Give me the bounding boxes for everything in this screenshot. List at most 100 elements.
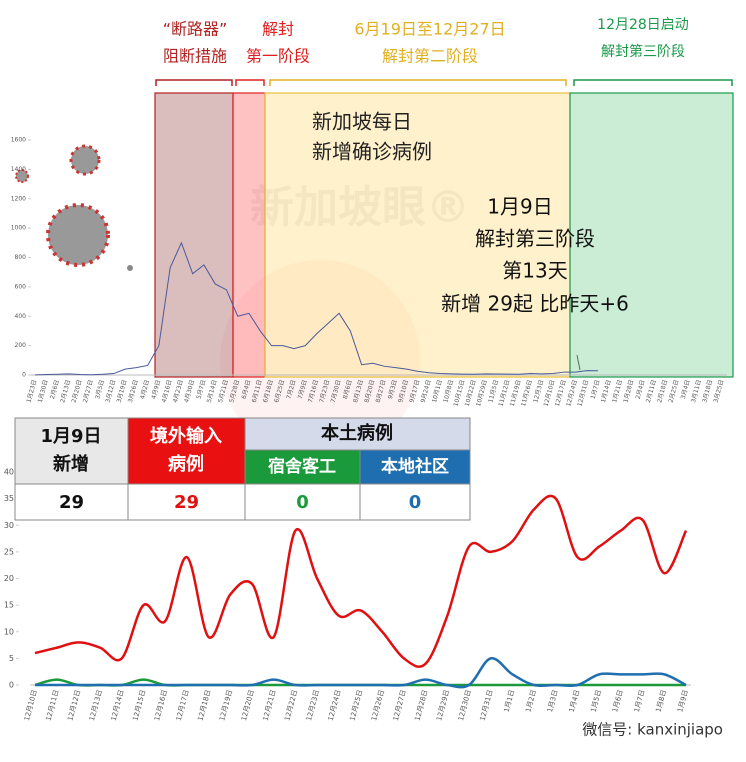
header-cell xyxy=(127,417,246,485)
chart-title: 新增确诊病例 xyxy=(312,140,432,164)
x-tick-label: 7月9日 xyxy=(297,379,309,400)
x-tick-label: 1月1日 xyxy=(503,689,517,713)
x-tick-label: 12月14日 xyxy=(110,689,126,722)
y-tick-label: 400 xyxy=(15,313,27,320)
phase-label: “断路器” xyxy=(163,20,228,39)
y-tick-label: 40 xyxy=(4,468,14,477)
x-tick-label: 12月29日 xyxy=(435,689,451,722)
header-cell xyxy=(359,449,471,485)
x-tick-label: 12月26日 xyxy=(370,689,386,722)
phase-label: 阻断措施 xyxy=(163,47,227,66)
x-tick-label: 12月30日 xyxy=(457,689,473,722)
value-text: 0 xyxy=(296,492,309,513)
x-tick-label: 1月30日 xyxy=(37,379,50,403)
series-line xyxy=(34,494,688,668)
series-line xyxy=(34,241,599,376)
x-tick-label: 4月30日 xyxy=(183,379,196,403)
x-tick-label: 12月17日 xyxy=(175,689,191,722)
x-tick-label: 4月9日 xyxy=(150,379,162,400)
callout-arrow xyxy=(576,354,581,371)
x-tick-label: 1月28日 xyxy=(622,379,635,403)
x-tick-label: 12月28日 xyxy=(413,689,429,722)
callout-text: 第13天 xyxy=(502,259,567,283)
x-tick-label: 4月2日 xyxy=(139,379,151,400)
x-tick-label: 6月4日 xyxy=(241,379,253,400)
x-tick-label: 2月27日 xyxy=(82,379,95,403)
header-text: 新增 xyxy=(53,453,89,475)
x-tick-label: 12月20日 xyxy=(240,689,256,722)
x-tick-label: 12月11日 xyxy=(45,689,61,722)
x-tick-label: 2月6日 xyxy=(49,379,61,400)
phase-box xyxy=(232,92,266,378)
y-tick-label: 35 xyxy=(4,494,14,503)
header-text: 病例 xyxy=(168,453,204,475)
x-tick-label: 12月23日 xyxy=(305,689,321,722)
x-tick-label: 3月26日 xyxy=(127,379,140,403)
phase-label: 解封 xyxy=(262,20,294,39)
header-cell xyxy=(14,417,129,485)
x-tick-label: 12月24日 xyxy=(327,689,343,722)
virus-icons xyxy=(15,144,133,271)
x-tick-label: 3月5日 xyxy=(94,379,106,400)
y-tick-label: 1600 xyxy=(11,137,26,144)
callout-text: 1月9日 xyxy=(487,195,552,219)
y-tick-label: 600 xyxy=(15,283,27,290)
x-tick-label: 12月21日 xyxy=(262,689,278,722)
x-tick-label: 12月15日 xyxy=(131,689,147,722)
x-tick-label: 10月29日 xyxy=(475,379,489,407)
phase-label: 12月28日启动 xyxy=(597,17,689,33)
x-tick-label: 11月26日 xyxy=(520,379,534,407)
x-tick-label: 1月7日 xyxy=(590,379,602,400)
x-tick-label: 12月22日 xyxy=(283,689,299,722)
x-tick-label: 1月5日 xyxy=(589,689,603,713)
x-tick-label: 3月4日 xyxy=(680,379,692,400)
x-tick-label: 8月6日 xyxy=(342,379,354,400)
header-text: 宿舍客工 xyxy=(268,456,336,477)
x-tick-label: 1月4日 xyxy=(568,689,582,713)
x-tick-label: 12月12日 xyxy=(66,689,82,722)
x-tick-label: 12月19日 xyxy=(218,689,234,722)
x-tick-label: 12月31日 xyxy=(576,379,590,407)
x-tick-label: 3月25日 xyxy=(713,379,726,403)
x-tick-label: 12月16日 xyxy=(153,689,169,722)
header-text: 境外输入 xyxy=(150,425,222,447)
x-tick-label: 12月27日 xyxy=(392,689,408,722)
x-tick-label: 5月7日 xyxy=(195,379,207,400)
x-tick-label: 1月7日 xyxy=(633,689,647,713)
y-tick-label: 0 xyxy=(9,681,14,690)
y-tick-label: 15 xyxy=(4,601,14,610)
x-tick-label: 12月18日 xyxy=(196,689,212,722)
y-tick-label: 25 xyxy=(4,547,14,556)
header-text: 本地社区 xyxy=(381,456,449,477)
x-tick-label: 7月2日 xyxy=(286,379,298,400)
callout-text: 新增 29起 比昨天+6 xyxy=(441,292,629,316)
footer: 微信号: kanxinjiapo xyxy=(582,721,723,739)
x-tick-label: 12月10日 xyxy=(23,689,39,722)
y-tick-label: 5 xyxy=(9,654,14,663)
x-tick-label: 1月9日 xyxy=(676,689,690,713)
y-tick-label: 10 xyxy=(4,627,14,636)
x-tick-label: 12月31日 xyxy=(479,689,495,722)
phase-box xyxy=(569,92,734,378)
phase-label: 解封第三阶段 xyxy=(601,43,685,60)
phase-box xyxy=(154,92,234,378)
phase-box xyxy=(264,92,571,378)
y-tick-label: 1400 xyxy=(11,166,26,173)
y-tick-label: 20 xyxy=(4,574,14,583)
x-tick-label: 1月8日 xyxy=(655,689,669,713)
x-tick-label: 9月3日 xyxy=(387,379,399,400)
value-cell xyxy=(359,483,471,521)
x-tick-label: 2月4日 xyxy=(635,379,647,400)
chart-title: 新加坡每日 xyxy=(312,110,412,134)
header-text: 本土病例 xyxy=(321,422,393,444)
y-tick-label: 30 xyxy=(4,521,14,530)
value-cell xyxy=(127,483,246,521)
series-line xyxy=(34,657,687,689)
header-text: 1月9日 xyxy=(40,426,101,447)
value-text: 29 xyxy=(59,492,84,513)
value-text: 29 xyxy=(174,492,199,513)
x-tick-label: 1月2日 xyxy=(524,689,538,713)
watermark: 新加坡眼® xyxy=(250,182,470,233)
